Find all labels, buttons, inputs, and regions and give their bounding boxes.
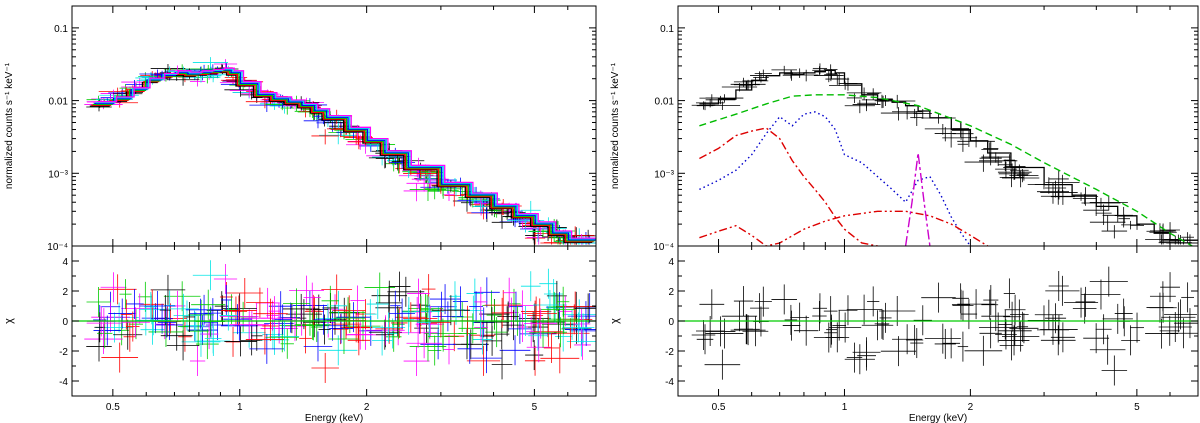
- residual-plot: [691, 266, 1198, 386]
- spectrum-plot: [691, 63, 1198, 246]
- chi-tick-label: 4: [668, 257, 674, 268]
- chi-tick-label: -2: [59, 347, 68, 358]
- top-frame: [677, 5, 1199, 247]
- model-component-line: [699, 94, 1194, 246]
- x-tick-label: 0.5: [106, 402, 120, 413]
- y-tick-label: 0.01: [49, 97, 69, 108]
- x-tick-label: 0.5: [712, 402, 726, 413]
- y-tick-label: 10⁻³: [48, 169, 68, 180]
- chart-panel-right: 0.5 1 2 5 Energy (keV) 10⁻⁴ 10⁻³ 0.01 0.1 normali…: [609, 5, 1199, 423]
- x-tick-label: 1: [842, 402, 848, 413]
- model-component-line: [904, 152, 931, 246]
- chi-tick-label: -4: [59, 377, 68, 388]
- chi-tick-label: 0: [62, 317, 68, 328]
- y-tick-label: 0.1: [54, 24, 68, 35]
- chi-axis-label: χ: [3, 318, 15, 324]
- chi-tick-label: 2: [62, 287, 68, 298]
- y-tick-label: 10⁻⁴: [47, 242, 68, 253]
- x-tick-label: 5: [532, 402, 538, 413]
- y-tick-label: 0.01: [655, 97, 675, 108]
- y-tick-label: 0.1: [660, 24, 674, 35]
- x-tick-label: 1: [237, 402, 243, 413]
- x-axis-label: Energy (keV): [909, 413, 967, 423]
- chart-panel-left: 0.5 1 2 5 Energy (keV) 10⁻⁴ 10⁻³ 0.01 0.1 normali…: [3, 5, 597, 423]
- x-tick-label: 2: [968, 402, 974, 413]
- y-tick-label: 10⁻³: [654, 169, 674, 180]
- x-tick-label: 2: [364, 402, 370, 413]
- x-axis-label: Energy (keV): [305, 413, 363, 423]
- chi-axis-label: χ: [609, 318, 621, 324]
- chi-tick-label: 4: [62, 257, 68, 268]
- model-step-line: [699, 69, 1198, 241]
- chi-tick-label: -4: [665, 377, 674, 388]
- chi-tick-label: -2: [665, 347, 674, 358]
- chi-tick-label: 2: [668, 287, 674, 298]
- model-component-line: [699, 210, 989, 246]
- model-component-line: [699, 111, 971, 246]
- x-tick-label: 5: [1134, 402, 1140, 413]
- spectrum-plot: [84, 57, 596, 245]
- model-step-line: [97, 67, 596, 239]
- y-axis-label: normalized counts s⁻¹ keV⁻¹: [610, 62, 621, 189]
- chi-tick-label: 0: [668, 317, 674, 328]
- y-tick-label: 10⁻⁴: [653, 242, 674, 253]
- y-axis-label: normalized counts s⁻¹ keV⁻¹: [4, 62, 15, 189]
